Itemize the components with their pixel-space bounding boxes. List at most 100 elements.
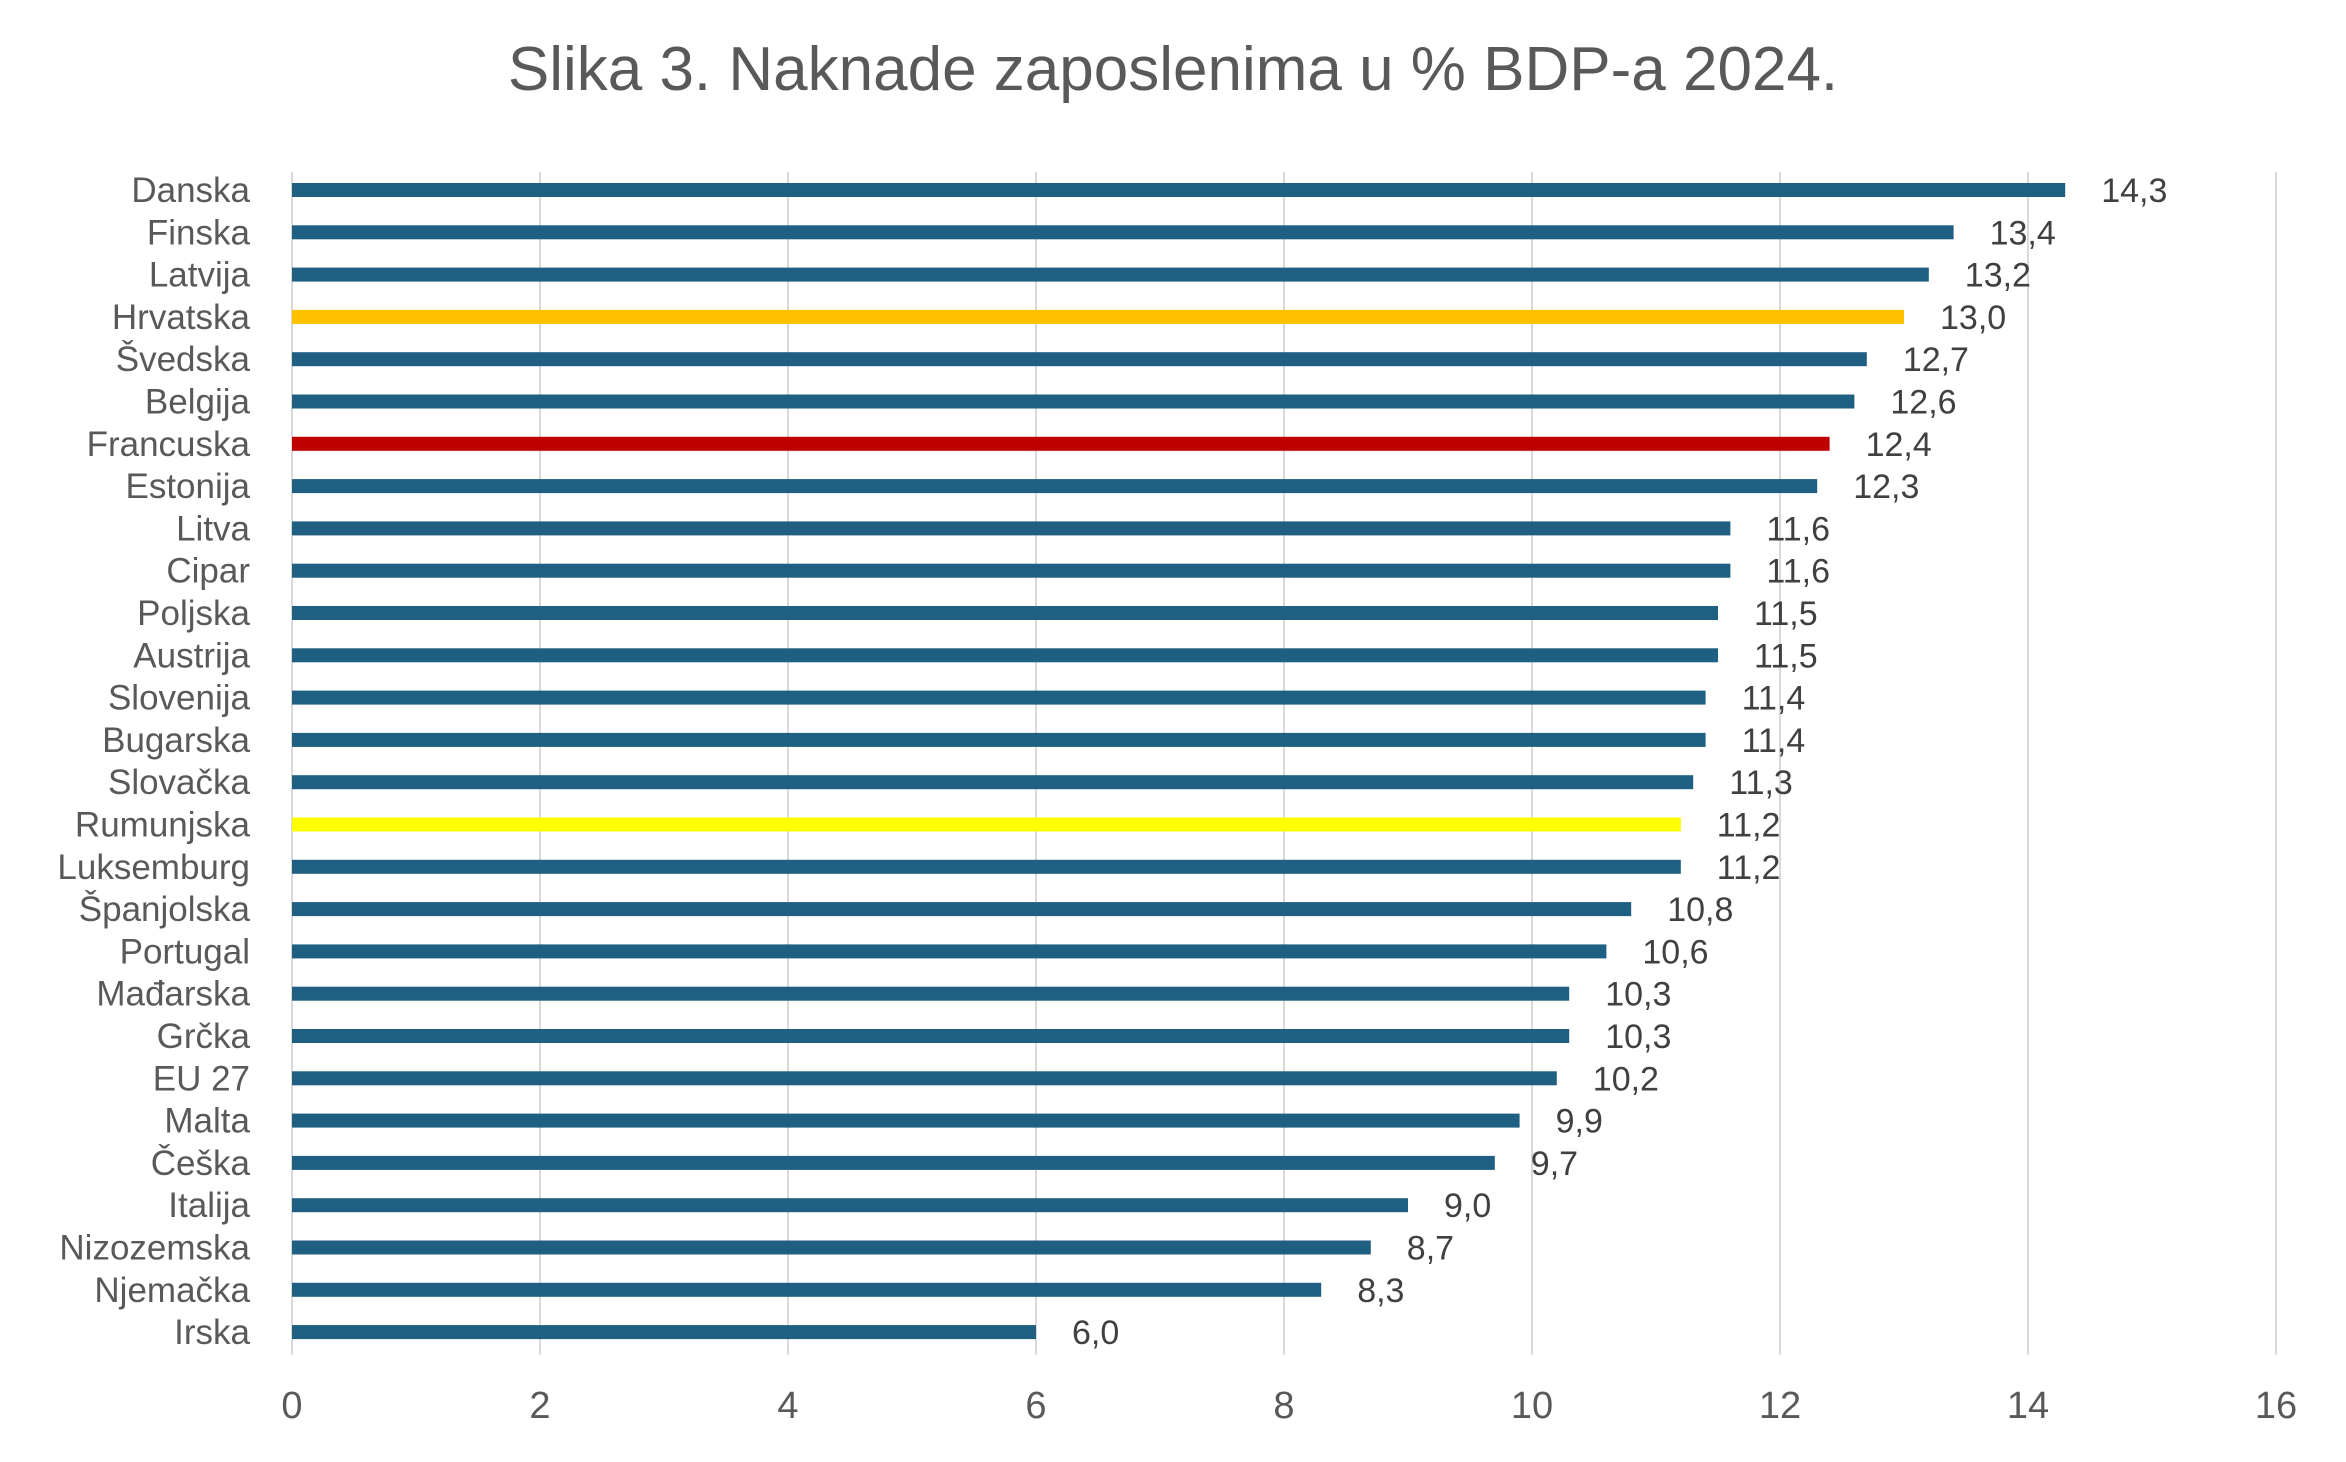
data-label: 9,9 [1556, 1103, 1603, 1141]
data-label: 12,7 [1903, 341, 1969, 379]
x-axis-ticks: 0 2 4 6 8 10 12 14 16 [281, 1385, 2297, 1427]
category-label: Nizozemska [59, 1229, 250, 1268]
category-label: Malta [164, 1102, 250, 1141]
x-tick-label: 16 [2255, 1385, 2297, 1427]
bar-malta [292, 1113, 1520, 1128]
bar-češka [292, 1155, 1495, 1170]
category-label: Luksemburg [57, 848, 250, 887]
category-label: Švedska [116, 340, 251, 379]
grid-lines [291, 172, 2277, 1355]
category-label: Rumunjska [75, 806, 251, 845]
x-tick-label: 8 [1273, 1385, 1294, 1427]
data-label: 12,6 [1890, 384, 1956, 422]
category-label: Mađarska [96, 975, 250, 1014]
data-label: 11,6 [1766, 510, 1830, 548]
category-label: Francuska [87, 425, 251, 464]
data-label: 11,2 [1717, 807, 1781, 845]
data-label: 13,0 [1940, 299, 2006, 337]
bar-francuska [292, 436, 1830, 451]
bar-cipar [292, 563, 1731, 578]
bar-poljska [292, 606, 1718, 620]
data-label: 11,5 [1754, 595, 1818, 633]
category-label: Latvija [149, 256, 251, 295]
data-label: 10,3 [1605, 976, 1671, 1014]
data-label: 11,5 [1754, 637, 1818, 675]
category-label: Irska [174, 1313, 250, 1352]
data-label: 6,0 [1072, 1314, 1119, 1352]
bar-irska [292, 1325, 1036, 1340]
data-label: 11,3 [1729, 764, 1793, 802]
data-labels: 14,3 13,4 13,2 13,0 12,7 12,6 12,4 12,3 11,6 11,6… [1072, 172, 2167, 1352]
category-label: Grčka [157, 1017, 251, 1056]
chart-title: Slika 3. Naknade zaposlenima u % BDP-a 2… [507, 35, 1839, 104]
category-label: EU 27 [153, 1059, 250, 1098]
data-label: 12,4 [1866, 426, 1932, 464]
category-label: Estonija [125, 467, 250, 506]
x-tick-label: 6 [1025, 1385, 1046, 1427]
data-label: 11,4 [1742, 680, 1806, 718]
bar-finska [292, 225, 1954, 240]
bar-estonija [292, 479, 1818, 494]
bar-portugal [292, 944, 1607, 959]
bar-njemačka [292, 1282, 1322, 1297]
data-label: 9,7 [1531, 1145, 1578, 1183]
data-label: 13,4 [1990, 214, 2056, 252]
data-label: 8,3 [1357, 1272, 1404, 1310]
bar-mađarska [292, 986, 1570, 1001]
category-label: Austrija [133, 636, 250, 675]
bar-nizozemska [292, 1240, 1371, 1255]
category-label: Poljska [137, 594, 250, 633]
category-label: Hrvatska [112, 298, 251, 337]
data-label: 8,7 [1407, 1230, 1454, 1268]
category-label: Danska [131, 171, 250, 210]
x-tick-label: 4 [777, 1385, 798, 1427]
bar-litva [292, 521, 1731, 536]
data-label: 11,6 [1766, 553, 1830, 591]
x-tick-label: 2 [529, 1385, 550, 1427]
bar-latvija [292, 267, 1929, 282]
data-label: 9,0 [1444, 1187, 1491, 1225]
category-label: Cipar [166, 552, 250, 591]
x-tick-label: 10 [1511, 1385, 1553, 1427]
bar-španjolska [292, 902, 1632, 917]
data-label: 10,2 [1593, 1060, 1659, 1098]
bar-hrvatska [292, 309, 1904, 324]
bar-bugarska [292, 732, 1706, 747]
data-label: 11,2 [1717, 849, 1781, 887]
x-tick-label: 0 [281, 1385, 302, 1427]
category-label: Portugal [120, 932, 250, 971]
bar-švedska [292, 352, 1867, 367]
category-label: Češka [151, 1144, 251, 1183]
bar-eu-27 [292, 1071, 1557, 1086]
x-tick-label: 12 [1759, 1385, 1801, 1427]
category-label: Finska [147, 213, 251, 252]
category-label: Italija [168, 1186, 250, 1225]
bar-austrija [292, 648, 1718, 663]
bar-rumunjska [292, 817, 1681, 832]
category-label: Bugarska [102, 721, 250, 760]
data-label: 12,3 [1853, 468, 1919, 506]
category-label: Slovačka [108, 763, 251, 802]
bar-slovenija [292, 690, 1706, 705]
category-label: Njemačka [94, 1271, 250, 1310]
data-label: 14,3 [2101, 172, 2167, 210]
category-label: Litva [176, 509, 250, 548]
category-label: Španjolska [79, 890, 251, 929]
data-label: 10,3 [1605, 1018, 1671, 1056]
bar-italija [292, 1198, 1408, 1213]
bar-luksemburg [292, 859, 1681, 874]
bar-belgija [292, 394, 1855, 409]
x-tick-label: 14 [2007, 1385, 2049, 1427]
bar-danska [292, 183, 2066, 197]
category-label: Slovenija [108, 679, 251, 718]
bar-slovačka [292, 775, 1694, 790]
category-label: Belgija [145, 383, 251, 422]
data-label: 10,6 [1642, 933, 1708, 971]
data-label: 11,4 [1742, 722, 1806, 760]
bar-grčka [292, 1029, 1570, 1043]
data-label: 10,8 [1667, 891, 1733, 929]
bars [292, 183, 2066, 1340]
